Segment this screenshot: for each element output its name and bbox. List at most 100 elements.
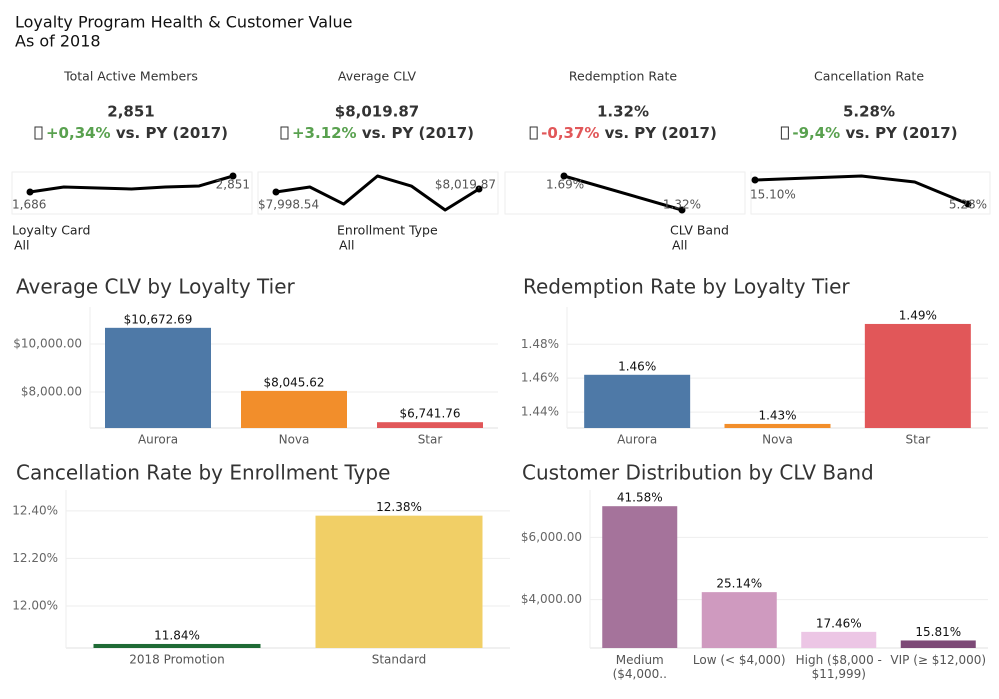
- sparkline-endpoint: [678, 206, 686, 214]
- x-tick-label: Star: [418, 433, 443, 447]
- sparkline: [275, 174, 480, 212]
- data-label: 41.58%: [617, 491, 663, 505]
- y-tick-label: $8,000.00: [21, 384, 82, 398]
- bar: [900, 640, 976, 648]
- kpi-change: -9,4% vs. PY (2017): [792, 124, 957, 142]
- sparkline: [563, 174, 683, 212]
- sparkline-endpoint: [964, 200, 972, 208]
- bar: [701, 592, 777, 648]
- label-line: $11,999): [812, 667, 866, 681]
- bar: [377, 422, 483, 428]
- chart-title: Average CLV by Loyalty Tier: [16, 275, 295, 299]
- y-tick-label: 12.40%: [12, 503, 58, 517]
- bar: [864, 323, 971, 428]
- bar: [724, 423, 831, 428]
- data-label: 1.43%: [758, 408, 796, 422]
- kpi-delta: -0,37%: [541, 124, 599, 142]
- kpi-comparison: vs. PY (2017): [116, 124, 228, 142]
- kpi-change: -0,37% vs. PY (2017): [541, 124, 717, 142]
- kpi-change: +0,34% vs. PY (2017): [46, 124, 228, 142]
- kpi-title: Redemption Rate: [569, 69, 677, 84]
- kpi-delta: -9,4%: [792, 124, 840, 142]
- sparkline-endpoint: [229, 172, 237, 180]
- sparkline-panel: [257, 171, 499, 215]
- bar: [315, 515, 483, 648]
- filter-label: Enrollment Type: [337, 223, 438, 238]
- sparkline-label: 5.28%: [949, 198, 987, 212]
- y-tick-label: $6,000.00: [521, 530, 582, 544]
- kpi-value: 2,851: [107, 103, 154, 121]
- x-tick-label: Aurora: [617, 433, 657, 447]
- bar: [241, 390, 347, 428]
- x-tick-label: Nova: [762, 433, 793, 447]
- x-tick-label: 2018 Promotion: [129, 653, 224, 667]
- kpi-comparison: vs. PY (2017): [845, 124, 957, 142]
- kpi-title: Total Active Members: [63, 69, 198, 84]
- filter-value[interactable]: All: [672, 238, 688, 253]
- sparkline: [754, 174, 969, 206]
- kpi-change: +3.12% vs. PY (2017): [292, 124, 474, 142]
- label-line: ($4,000..: [613, 667, 667, 681]
- x-tick-label: Nova: [279, 433, 310, 447]
- sparkline-endpoint: [272, 188, 280, 196]
- bar: [602, 506, 678, 648]
- y-tick-label: 1.44%: [521, 405, 559, 419]
- sparkline-panel: [11, 171, 253, 215]
- sparkline-endpoint: [751, 176, 759, 184]
- data-label: 1.49%: [899, 308, 937, 322]
- y-tick-label: $4,000.00: [521, 592, 582, 606]
- missing-glyph: [280, 126, 289, 140]
- kpi-comparison: vs. PY (2017): [362, 124, 474, 142]
- sparkline-label: 15.10%: [750, 188, 796, 202]
- data-label: $10,672.69: [124, 312, 193, 326]
- x-tick-label: VIP (≥ $12,000): [890, 653, 986, 667]
- filter-label: Loyalty Card: [12, 223, 90, 238]
- sparkline: [29, 174, 234, 194]
- data-label: 1.46%: [618, 359, 656, 373]
- data-label: 12.38%: [376, 500, 422, 514]
- chart-title: Cancellation Rate by Enrollment Type: [16, 461, 390, 485]
- bar: [93, 643, 261, 648]
- x-tick-label: Aurora: [138, 433, 178, 447]
- sparkline-panel: [750, 171, 991, 215]
- label-line: Low (< $4,000): [693, 653, 786, 667]
- sparkline-label: 1.32%: [663, 198, 701, 212]
- y-tick-label: 12.00%: [12, 598, 58, 612]
- y-tick-label: 1.46%: [521, 371, 559, 385]
- x-tick-label: Medium ($4,000..: [613, 653, 667, 681]
- kpi-value: 1.32%: [597, 103, 649, 121]
- sparkline-endpoint: [475, 185, 483, 193]
- x-tick-label: Low (< $4,000): [693, 653, 786, 667]
- sparkline-endpoint: [26, 188, 34, 196]
- filter-value[interactable]: All: [339, 238, 355, 253]
- missing-glyph: [34, 126, 43, 140]
- y-tick-label: 1.48%: [521, 337, 559, 351]
- label-line: VIP (≥ $12,000): [890, 653, 986, 667]
- data-label: 11.84%: [154, 628, 200, 642]
- missing-glyph: [529, 126, 538, 140]
- sparkline-label: $8,019.87: [435, 178, 496, 192]
- filter-value[interactable]: All: [14, 238, 30, 253]
- sparkline-label: 1,686: [12, 198, 46, 212]
- data-label: $8,045.62: [263, 375, 324, 389]
- sparkline-label: 1.69%: [546, 178, 584, 192]
- kpi-value: 5.28%: [843, 103, 895, 121]
- dashboard-subtitle: As of 2018: [15, 32, 101, 51]
- kpi-title: Cancellation Rate: [814, 69, 924, 84]
- kpi-delta: +0,34%: [46, 124, 111, 142]
- sparkline-endpoint: [560, 172, 568, 180]
- x-tick-label: Star: [906, 433, 931, 447]
- kpi-title: Average CLV: [338, 69, 417, 84]
- filter-label: CLV Band: [670, 223, 729, 238]
- y-tick-label: 12.20%: [12, 551, 58, 565]
- data-label: 17.46%: [816, 616, 862, 630]
- kpi-delta: +3.12%: [292, 124, 357, 142]
- sparkline-label: $7,998.54: [258, 198, 319, 212]
- kpi-value: $8,019.87: [335, 103, 419, 121]
- sparkline-label: 2,851: [216, 178, 250, 192]
- sparkline-panel: [504, 171, 746, 215]
- missing-glyph: [780, 126, 789, 140]
- data-label: 15.81%: [915, 625, 961, 639]
- dashboard-title: Loyalty Program Health & Customer Value: [15, 13, 353, 32]
